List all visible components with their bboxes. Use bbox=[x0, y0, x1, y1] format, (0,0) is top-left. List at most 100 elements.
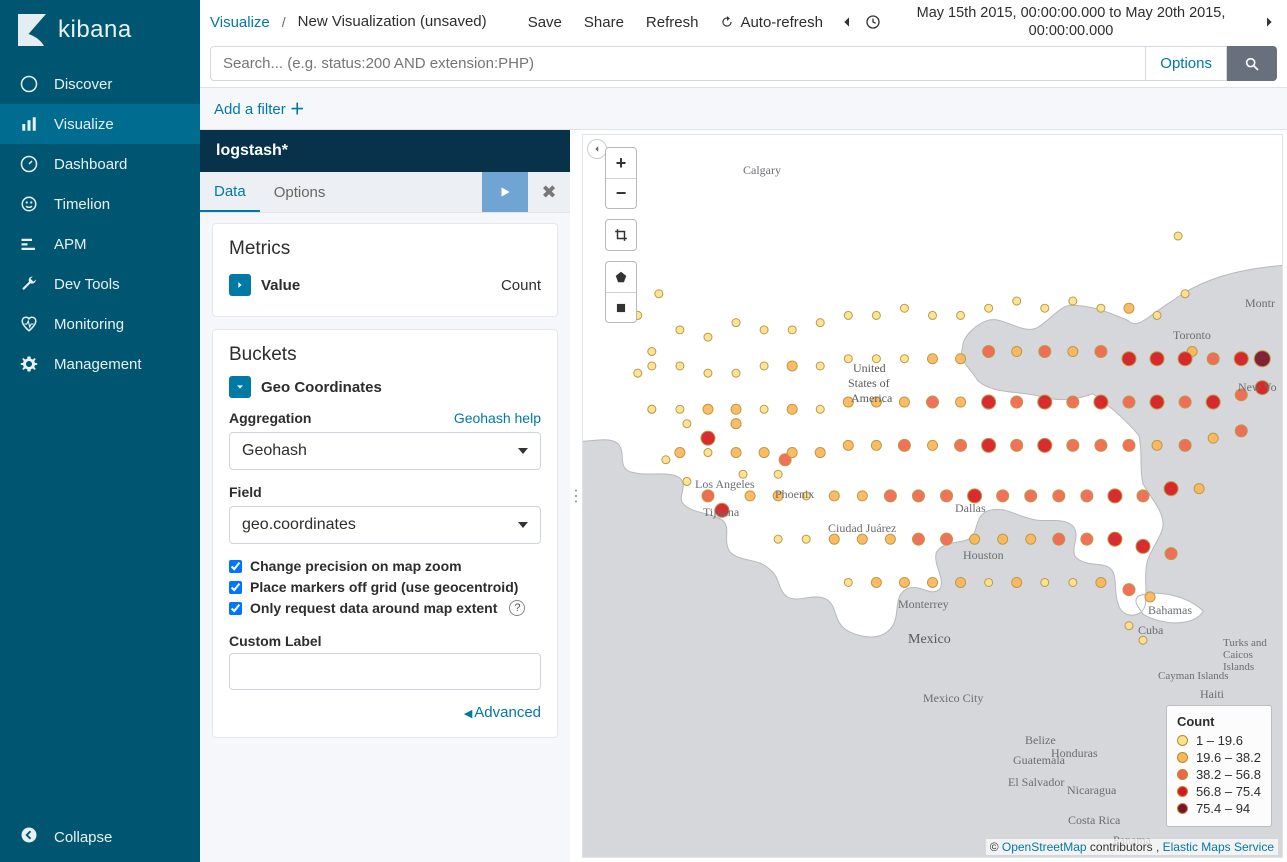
clock-icon[interactable] bbox=[865, 14, 881, 30]
sidebar-item-label: Dev Tools bbox=[54, 276, 120, 293]
field-select[interactable]: geo.coordinates bbox=[229, 506, 541, 544]
time-range-text: May 15th 2015, 00:00:00.000 to May 20th … bbox=[891, 4, 1251, 40]
collapse-icon bbox=[20, 826, 38, 848]
search-input[interactable] bbox=[210, 46, 1146, 81]
map-controls: + − bbox=[605, 147, 637, 333]
config-tabs: Data Options ✖ bbox=[200, 172, 570, 213]
aggregation-label: Aggregation bbox=[229, 410, 311, 426]
filter-bar: Add a filter＋ bbox=[200, 87, 1287, 130]
tab-data[interactable]: Data bbox=[200, 173, 260, 212]
search-submit-button[interactable] bbox=[1227, 46, 1277, 81]
brand-name: kibana bbox=[58, 16, 132, 44]
heartbeat-icon bbox=[20, 315, 38, 333]
legend-title: Count bbox=[1177, 714, 1261, 729]
chevron-down-icon bbox=[518, 448, 528, 454]
checkbox-label: Place markers off grid (use geocentroid) bbox=[250, 579, 518, 595]
pentagon-icon bbox=[614, 270, 628, 284]
sidebar-item-management[interactable]: Management bbox=[0, 344, 200, 384]
kibana-logo-icon bbox=[18, 14, 46, 46]
refresh-icon bbox=[720, 15, 734, 29]
metrics-title: Metrics bbox=[229, 238, 541, 260]
sidebar-item-dashboard[interactable]: Dashboard bbox=[0, 144, 200, 184]
checkbox-input[interactable] bbox=[229, 602, 242, 615]
breadcrumb-sep: / bbox=[282, 14, 286, 30]
checkbox-precision[interactable]: Change precision on map zoom bbox=[229, 558, 541, 574]
draw-rectangle-button[interactable] bbox=[606, 292, 636, 322]
sidebar-item-label: Monitoring bbox=[54, 316, 124, 333]
sidebar-item-label: Timelion bbox=[54, 196, 110, 213]
crop-icon bbox=[614, 228, 628, 242]
buckets-title: Buckets bbox=[229, 344, 541, 366]
collapse-button[interactable]: Collapse bbox=[0, 812, 200, 862]
gear-icon bbox=[20, 355, 38, 373]
fit-bounds-button[interactable] bbox=[606, 220, 636, 250]
ems-link[interactable]: Elastic Maps Service bbox=[1163, 840, 1274, 854]
gauge-icon bbox=[20, 155, 38, 173]
tab-options[interactable]: Options bbox=[260, 174, 340, 211]
advanced-toggle[interactable]: ◀Advanced bbox=[464, 704, 541, 721]
sidebar-item-label: Management bbox=[54, 356, 142, 373]
time-picker[interactable]: May 15th 2015, 00:00:00.000 to May 20th … bbox=[839, 4, 1277, 40]
search-bar: Options bbox=[200, 42, 1287, 87]
discard-changes-button[interactable]: ✖ bbox=[528, 172, 570, 212]
help-icon[interactable]: ? bbox=[509, 600, 525, 616]
sidebar-item-label: APM bbox=[54, 236, 87, 253]
checkbox-input[interactable] bbox=[229, 581, 242, 594]
add-filter-button[interactable]: Add a filter＋ bbox=[214, 101, 305, 118]
checkbox-extent[interactable]: Only request data around map extent ? bbox=[229, 600, 541, 616]
collapse-icon[interactable] bbox=[229, 376, 251, 398]
metrics-section: Metrics Value Count bbox=[212, 223, 558, 317]
panel-resizer[interactable]: ⋮ bbox=[570, 130, 582, 862]
apply-changes-button[interactable] bbox=[482, 172, 528, 212]
legend-row: 38.2 – 56.8 bbox=[1177, 767, 1261, 782]
logo[interactable]: kibana bbox=[0, 0, 200, 64]
search-icon bbox=[1244, 56, 1260, 72]
chevron-down-icon bbox=[518, 522, 528, 528]
custom-label-label: Custom Label bbox=[229, 633, 541, 649]
checkbox-label: Change precision on map zoom bbox=[250, 558, 462, 574]
play-icon bbox=[498, 185, 512, 199]
breadcrumb-app[interactable]: Visualize bbox=[210, 14, 270, 31]
metric-type: Count bbox=[501, 277, 541, 294]
checkbox-input[interactable] bbox=[229, 560, 242, 573]
sidebar-item-discover[interactable]: Discover bbox=[0, 64, 200, 104]
map-legend: Count 1 – 19.619.6 – 38.238.2 – 56.856.8… bbox=[1166, 705, 1272, 827]
map-attribution: © OpenStreetMap contributors , Elastic M… bbox=[986, 839, 1278, 855]
bucket-item[interactable]: Geo Coordinates bbox=[229, 376, 541, 398]
nav: Discover Visualize Dashboard Timelion AP… bbox=[0, 64, 200, 812]
zoom-in-button[interactable]: + bbox=[606, 148, 636, 178]
sidebar-item-devtools[interactable]: Dev Tools bbox=[0, 264, 200, 304]
map-panel[interactable]: + − bbox=[582, 134, 1283, 858]
apm-icon bbox=[20, 235, 38, 253]
sidebar-item-visualize[interactable]: Visualize bbox=[0, 104, 200, 144]
sidebar-item-timelion[interactable]: Timelion bbox=[0, 184, 200, 224]
draw-polygon-button[interactable] bbox=[606, 262, 636, 292]
config-panel: logstash* Data Options ✖ Metrics Value bbox=[200, 130, 570, 862]
index-pattern-title[interactable]: logstash* bbox=[200, 130, 570, 172]
save-button[interactable]: Save bbox=[522, 10, 568, 35]
metric-label: Value bbox=[261, 277, 300, 294]
sidebar-item-label: Discover bbox=[54, 76, 112, 93]
search-options-button[interactable]: Options bbox=[1146, 46, 1227, 81]
zoom-out-button[interactable]: − bbox=[606, 178, 636, 208]
refresh-button[interactable]: Refresh bbox=[640, 10, 705, 35]
aggregation-select[interactable]: Geohash bbox=[229, 432, 541, 470]
custom-label-input[interactable] bbox=[229, 653, 541, 690]
topbar: Visualize / New Visualization (unsaved) … bbox=[200, 0, 1287, 42]
legend-row: 75.4 – 94 bbox=[1177, 801, 1261, 816]
metric-item[interactable]: Value Count bbox=[229, 270, 541, 300]
time-next-icon[interactable] bbox=[1261, 14, 1277, 30]
sidebar-item-label: Dashboard bbox=[54, 156, 127, 173]
osm-link[interactable]: OpenStreetMap bbox=[1002, 840, 1087, 854]
sidebar-item-monitoring[interactable]: Monitoring bbox=[0, 304, 200, 344]
sidebar-item-apm[interactable]: APM bbox=[0, 224, 200, 264]
close-icon: ✖ bbox=[541, 182, 556, 203]
wrench-icon bbox=[20, 275, 38, 293]
checkbox-geocentroid[interactable]: Place markers off grid (use geocentroid) bbox=[229, 579, 541, 595]
square-icon bbox=[614, 301, 628, 315]
geohash-help-link[interactable]: Geohash help bbox=[454, 410, 541, 426]
time-prev-icon[interactable] bbox=[839, 14, 855, 30]
expand-icon[interactable] bbox=[229, 274, 251, 296]
auto-refresh-button[interactable]: Auto-refresh bbox=[714, 10, 829, 35]
share-button[interactable]: Share bbox=[578, 10, 630, 35]
